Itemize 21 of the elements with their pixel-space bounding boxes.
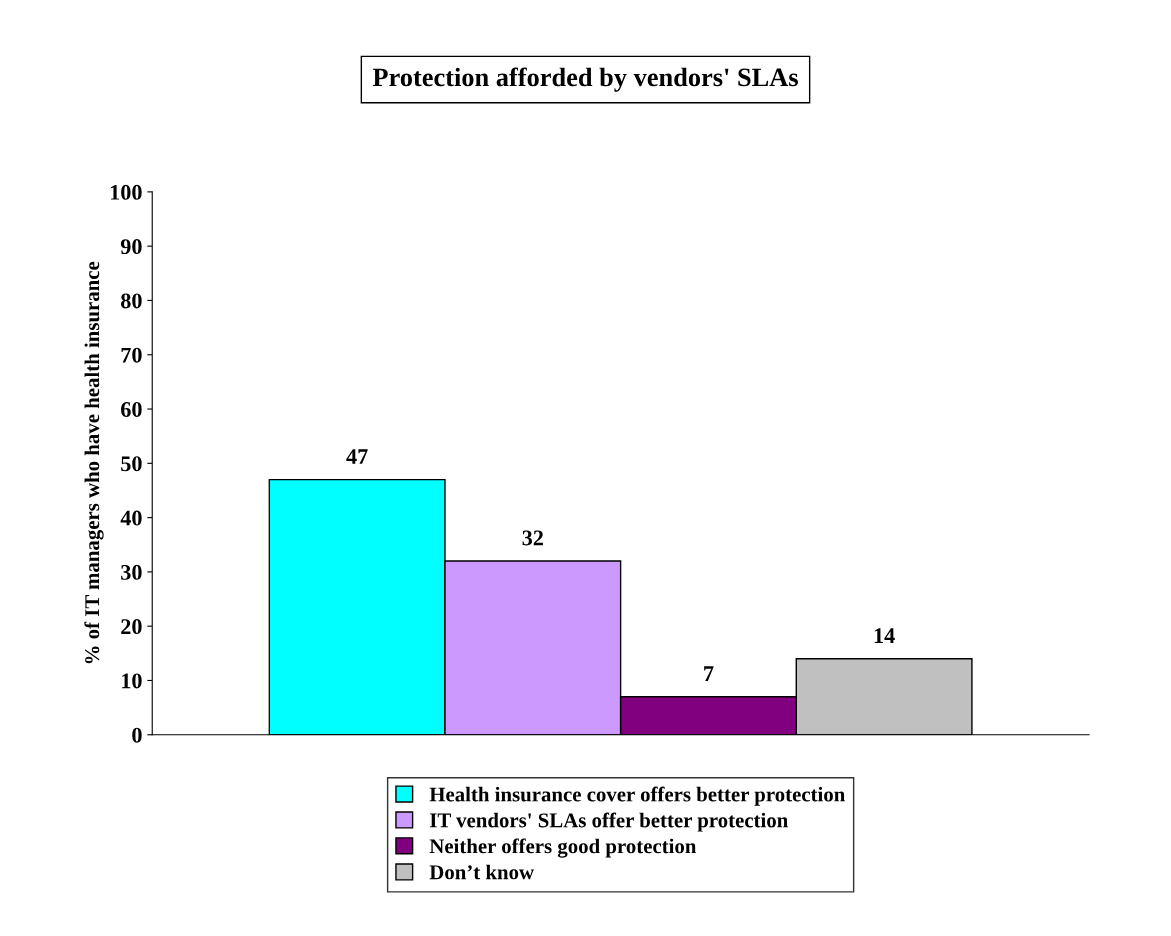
- y-axis-title: % of IT managers who have health insurance: [84, 261, 104, 664]
- y-tick-label: 100: [110, 184, 142, 200]
- y-tick-label: 0: [132, 727, 142, 743]
- legend-label: IT vendors' SLAs offer better protection: [429, 812, 788, 832]
- legend-label: Neither offers good protection: [429, 838, 697, 858]
- y-tick-label: 80: [121, 293, 142, 309]
- y-tick-label: 90: [120, 239, 142, 255]
- y-tick-label: 40: [120, 510, 142, 526]
- y-tick-label: 10: [122, 673, 142, 689]
- legend-label: Health insurance cover offers better protection: [429, 786, 845, 806]
- y-tick-label: 30: [121, 564, 142, 580]
- data-label: 32: [522, 530, 543, 546]
- chart-title: Protection afforded by vendors' SLAs: [372, 67, 798, 92]
- legend-label: Don’t know: [429, 864, 534, 880]
- data-label: 7: [704, 666, 714, 681]
- data-label: 14: [874, 628, 895, 643]
- y-tick-label: 70: [121, 347, 142, 363]
- y-tick-label: 20: [121, 619, 142, 635]
- y-tick-label: 50: [121, 456, 142, 472]
- y-tick-label: 60: [121, 401, 142, 417]
- data-label: 47: [346, 449, 368, 464]
